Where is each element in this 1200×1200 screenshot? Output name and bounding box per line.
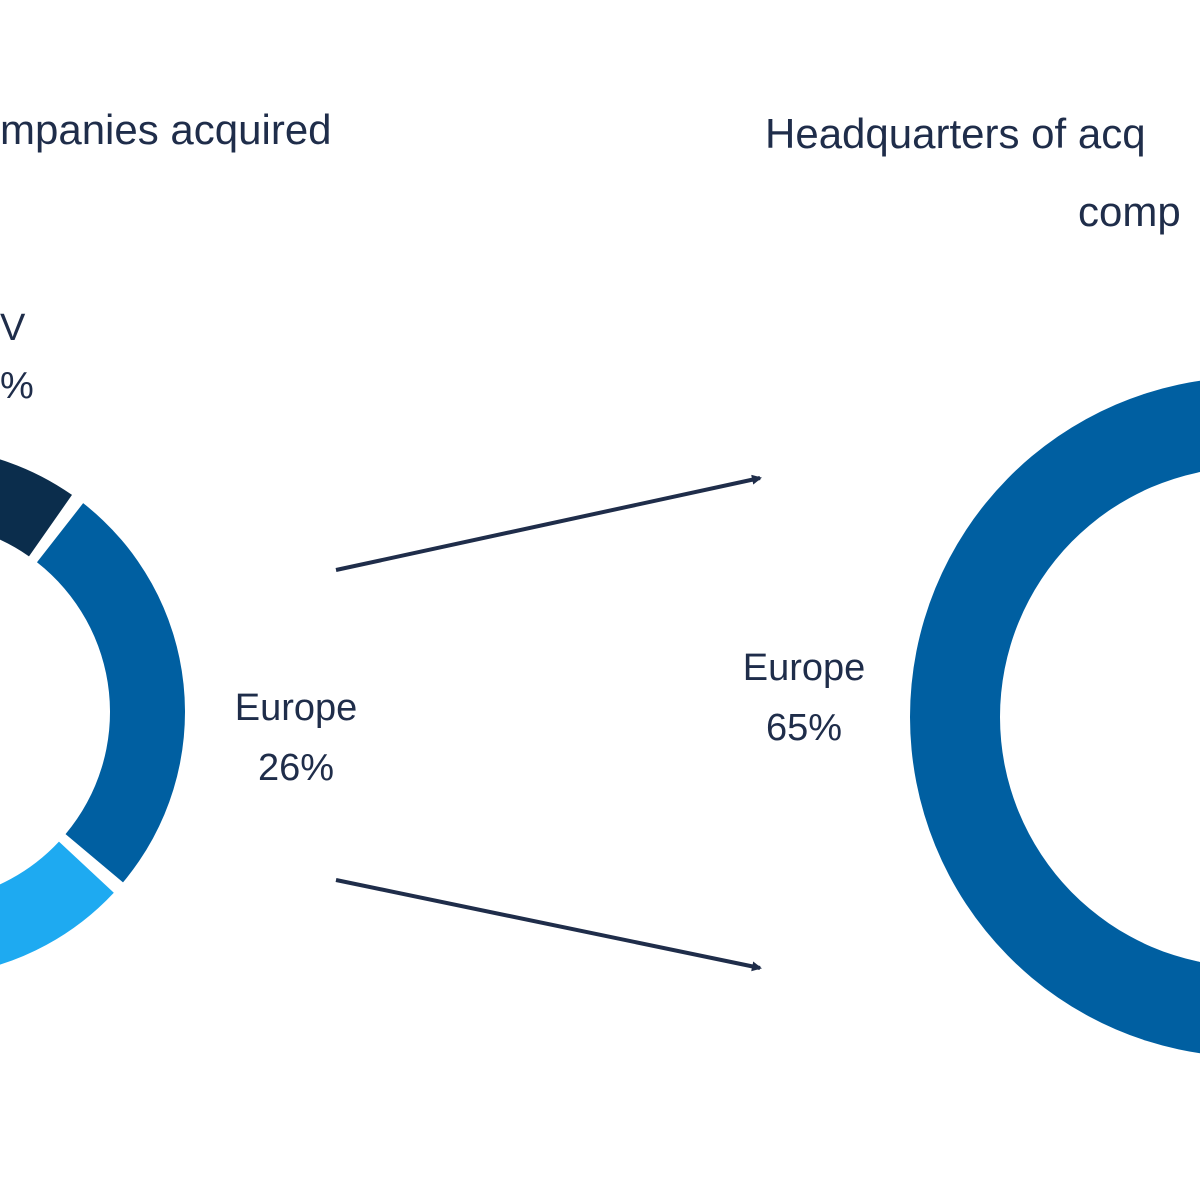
connector-arrows bbox=[335, 474, 762, 972]
donut-segment-europe bbox=[36, 503, 186, 883]
left-europe-value: 26% bbox=[258, 747, 334, 789]
right-donut-chart: Headquarters of acq comp Europe 65% bbox=[743, 110, 1200, 1054]
right-europe-value: 65% bbox=[766, 707, 842, 749]
right-chart-title-line2: comp bbox=[1078, 188, 1181, 235]
upper-arrow bbox=[335, 474, 762, 572]
left-clipped-label-line1: V bbox=[0, 307, 26, 349]
donut-segment-light-blue bbox=[0, 841, 114, 965]
left-clipped-label-line2: % bbox=[0, 365, 34, 407]
left-chart-title: mpanies acquired bbox=[0, 106, 332, 153]
left-donut-chart: mpanies acquired V % Europe 26% bbox=[0, 106, 358, 965]
lower-arrow bbox=[335, 878, 762, 972]
donut-segment-europe-right bbox=[910, 380, 1200, 1054]
donut-segment-dark-navy bbox=[0, 459, 72, 557]
left-europe-label: Europe bbox=[235, 687, 358, 729]
right-europe-label: Europe bbox=[743, 647, 866, 689]
right-chart-title-line1: Headquarters of acq bbox=[765, 110, 1146, 157]
